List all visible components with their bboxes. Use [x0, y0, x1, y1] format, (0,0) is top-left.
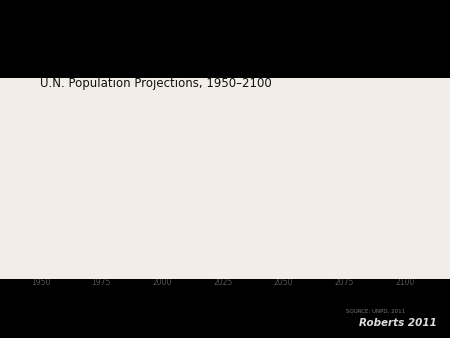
- Legend: Constant fertility variant, High-fertility variant, 2.5 children, Medium-fertili: Constant fertility variant, High-fertili…: [44, 98, 167, 137]
- Text: Constant: Constant: [412, 87, 447, 96]
- Text: SOURCE: UNPD, 2011: SOURCE: UNPD, 2011: [346, 309, 405, 314]
- Text: Roberts 2011: Roberts 2011: [359, 318, 436, 328]
- Text: TFR* 2.5: TFR* 2.5: [412, 157, 445, 166]
- Text: U.N. Population Projections, 1950–2100: U.N. Population Projections, 1950–2100: [40, 77, 272, 90]
- Text: 1.6: 1.6: [412, 223, 424, 232]
- Text: *Total fertility rate: the average number
of children women would bear in their
: *Total fertility rate: the average numbe…: [44, 173, 154, 198]
- Y-axis label: Population (billions): Population (billions): [10, 144, 19, 221]
- Text: 2.0: 2.0: [412, 195, 424, 204]
